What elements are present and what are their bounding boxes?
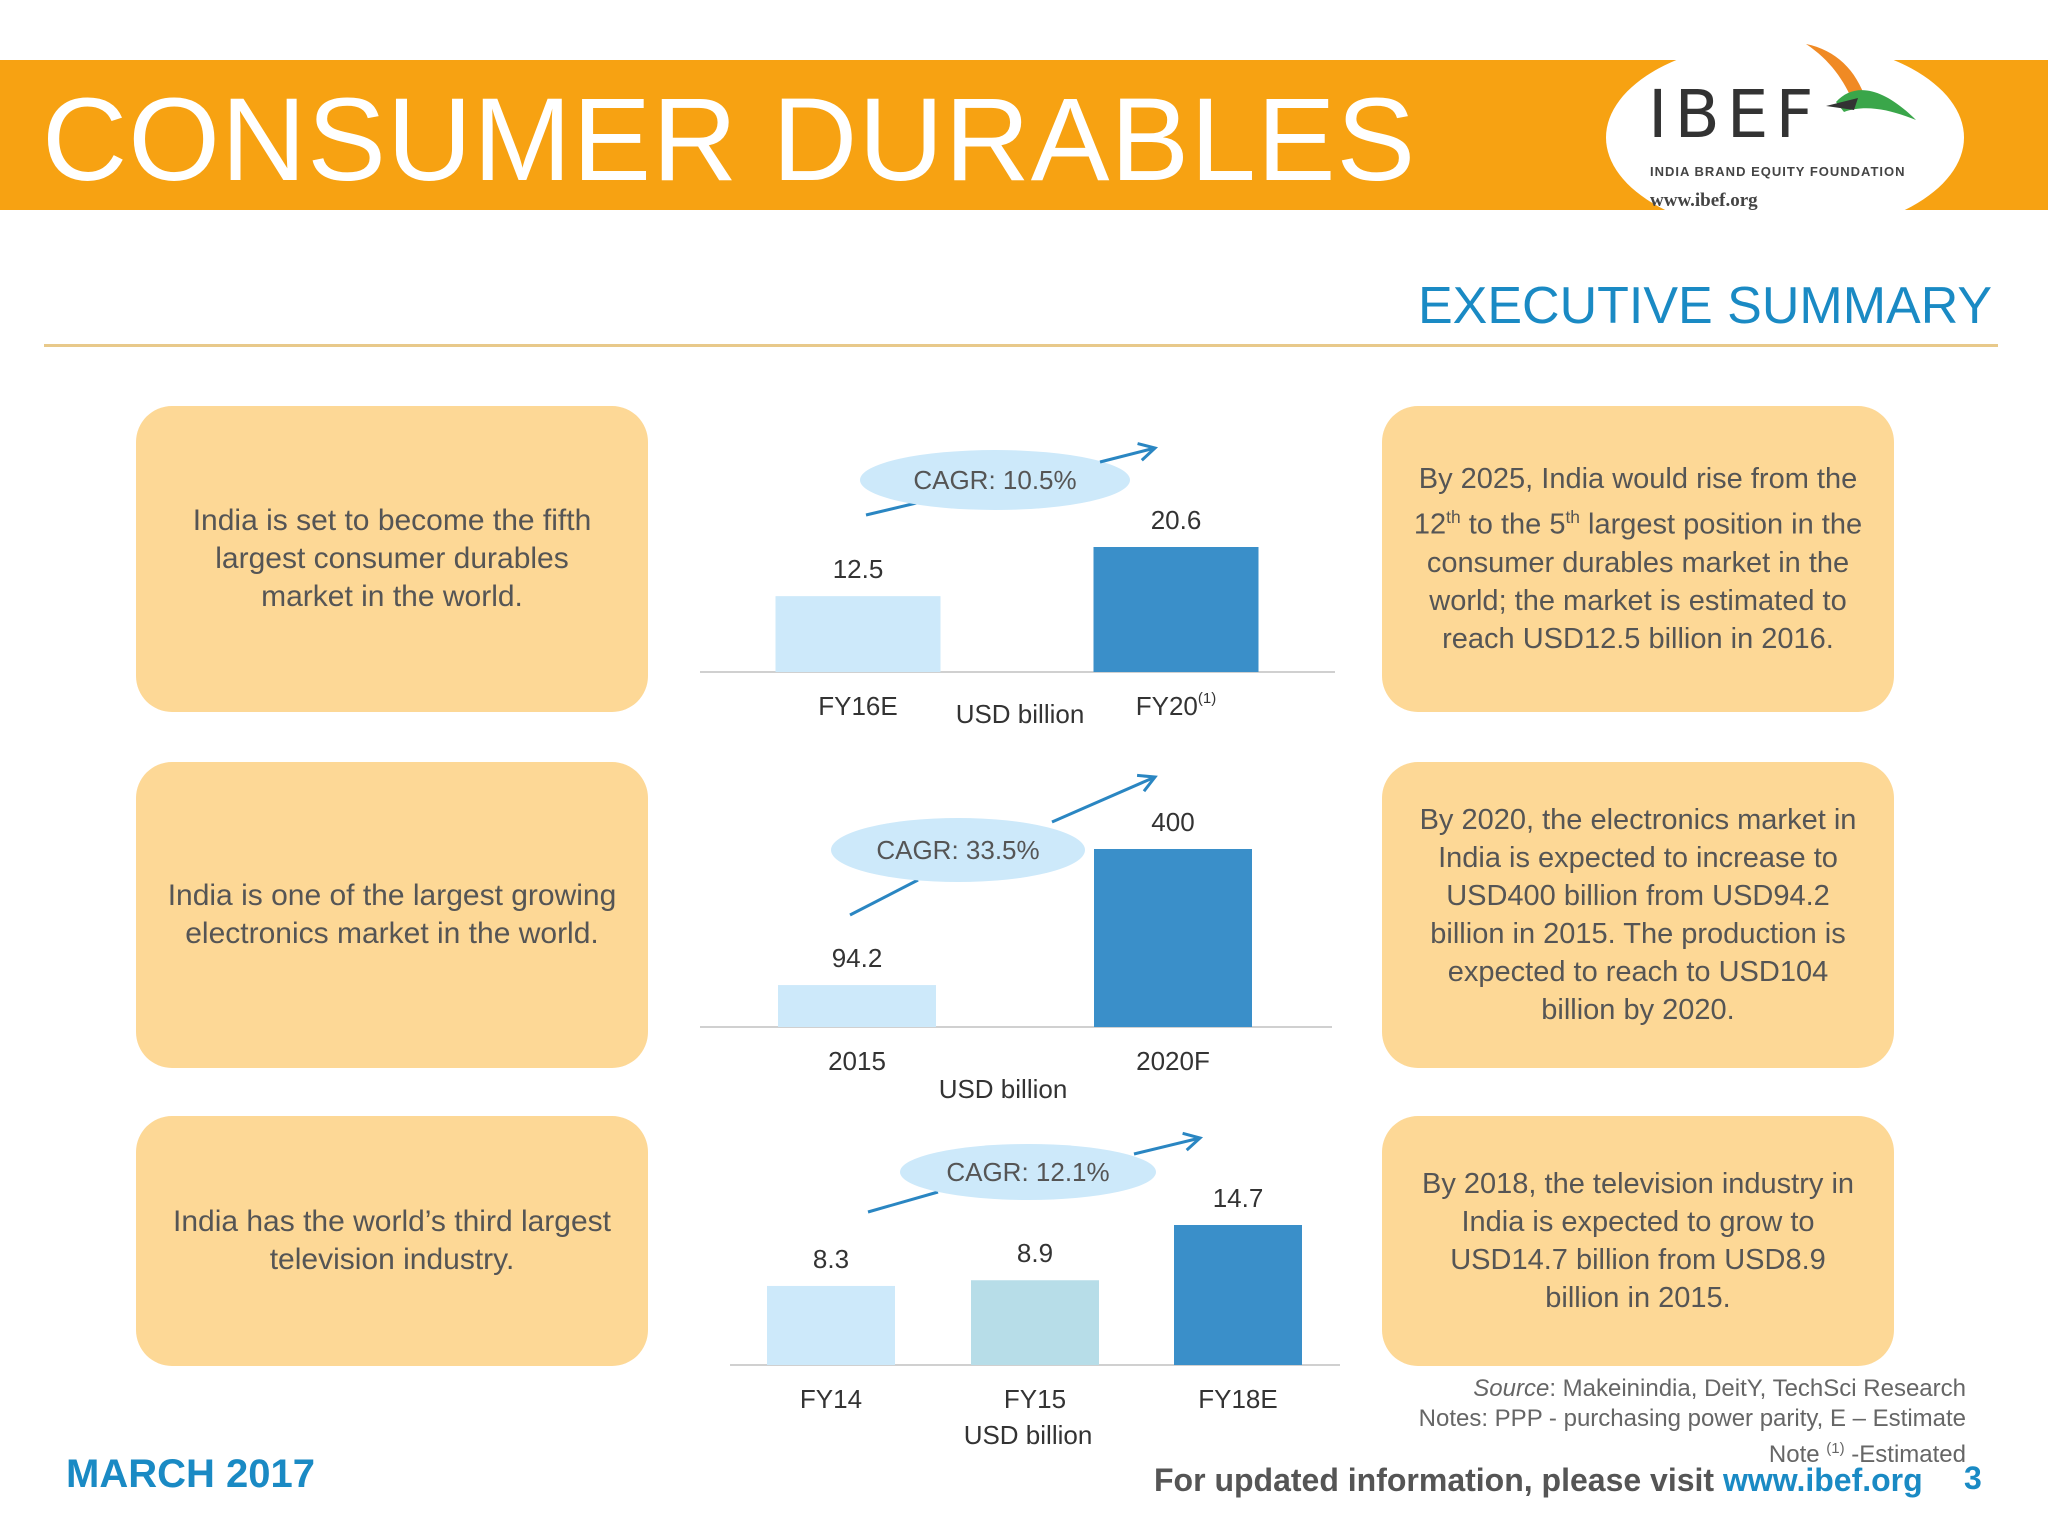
divider <box>44 344 1998 347</box>
data-label: 400 <box>1151 807 1194 837</box>
fact-box-left-2: India is one of the largest growing elec… <box>136 762 648 1068</box>
bird-icon <box>1806 44 1916 120</box>
x-axis-label: USD billion <box>939 1074 1068 1104</box>
tick-label: 2015 <box>828 1046 886 1076</box>
data-label: 8.3 <box>813 1244 849 1274</box>
cagr-arrow-tail <box>867 1190 939 1214</box>
cagr-label: CAGR: 12.1% <box>946 1157 1109 1187</box>
section-title: EXECUTIVE SUMMARY <box>1417 277 1992 335</box>
cagr-arrow <box>1099 446 1156 464</box>
logo-subtitle: INDIA BRAND EQUITY FOUNDATION <box>1650 164 1906 179</box>
bar-chart: 12.5 FY16E 20.6 FY20(1) CAGR: 10.5% USD billi… <box>700 442 1335 729</box>
fact-text: By 2018, the television industry in Indi… <box>1421 1168 1855 1314</box>
cagr-arrow-tail <box>849 878 919 917</box>
ibef-logo[interactable]: IBEF INDIA BRAND EQUITY FOUNDATION www.i… <box>1606 40 1964 235</box>
fact-text: By 2025, India would rise from the 12th … <box>1413 463 1863 655</box>
tick-label: FY14 <box>800 1384 862 1414</box>
cagr-bubble <box>860 450 1130 510</box>
data-label: 94.2 <box>832 943 883 973</box>
cagr-bubble <box>900 1144 1156 1200</box>
bar-FY14 <box>767 1285 895 1365</box>
cagr-bubble <box>831 818 1085 882</box>
tick-label-sup: (1) <box>1198 690 1216 707</box>
data-label: 20.6 <box>1151 505 1202 535</box>
fact-box-left-3: India has the world’s third largest tele… <box>136 1116 648 1366</box>
chart-electronics: 94.2 2015 400 2020F CAGR: 33.5% USD billion <box>690 765 1350 1105</box>
bar-FY16E <box>775 596 941 672</box>
logo-url[interactable]: www.ibef.org <box>1650 190 1758 211</box>
fact-box-right-1: By 2025, India would rise from the 12th … <box>1382 406 1894 712</box>
visit-link[interactable]: www.ibef.org <box>1722 1462 1923 1498</box>
visit-text: For updated information, please visit <box>1154 1462 1723 1498</box>
source-line: Source: Makeinindia, DeitY, TechSci Rese… <box>1419 1374 1966 1404</box>
fact-box-left-1: India is set to become the fifth largest… <box>136 406 648 712</box>
chart-television: 8.3 FY14 8.9 FY15 14.7 FY18E CAGR: 12.1% USD bi… <box>690 1120 1370 1460</box>
fact-box-right-2: By 2020, the electronics market in India… <box>1382 762 1894 1068</box>
cagr-arrow <box>1133 1136 1201 1156</box>
page-title: CONSUMER DURABLES <box>42 74 1417 206</box>
source-text: : Makeinindia, DeitY, TechSci Research <box>1549 1375 1966 1402</box>
bar-chart: 94.2 2015 400 2020F CAGR: 33.5% USD billion <box>700 773 1332 1104</box>
bar-FY18E <box>1174 1225 1302 1365</box>
source-label: Source <box>1473 1375 1550 1402</box>
x-axis-label: USD billion <box>956 699 1085 729</box>
fact-text: By 2020, the electronics market in India… <box>1419 804 1857 1026</box>
bar-FY20(1) <box>1093 547 1259 672</box>
bar-chart: 8.3 FY14 8.9 FY15 14.7 FY18E CAGR: 12.1% USD bi… <box>730 1131 1340 1450</box>
notes-line: Notes: PPP - purchasing power parity, E … <box>1418 1405 1966 1432</box>
cagr-label: CAGR: 10.5% <box>913 465 1076 495</box>
cagr-arrow-head <box>1137 442 1159 462</box>
note-line: Note (1) -Estimated <box>1768 1440 1966 1468</box>
tick-label: FY15 <box>1004 1384 1066 1414</box>
fact-box-right-3: By 2018, the television industry in Indi… <box>1382 1116 1894 1366</box>
data-label: 12.5 <box>833 554 884 584</box>
chart-consumer-durables: 12.5 FY16E 20.6 FY20(1) CAGR: 10.5% USD billi… <box>690 430 1350 740</box>
bar-FY15 <box>971 1280 1099 1365</box>
tick-label: FY16E <box>818 691 898 721</box>
data-label: 14.7 <box>1213 1183 1264 1213</box>
bar-2015 <box>778 985 936 1027</box>
source-notes: Source: Makeinindia, DeitY, TechSci Rese… <box>1419 1374 1966 1470</box>
visit-line: For updated information, please visit ww… <box>1154 1462 1923 1499</box>
tick-label: FY20(1) <box>1136 690 1217 721</box>
data-label: 8.9 <box>1017 1238 1053 1268</box>
cagr-arrow-head <box>1136 773 1158 793</box>
fact-text: India is set to become the fifth largest… <box>192 504 592 613</box>
footer-date: MARCH 2017 <box>66 1452 315 1496</box>
x-axis-label: USD billion <box>964 1420 1093 1450</box>
cagr-label: CAGR: 33.5% <box>876 835 1039 865</box>
logo-text: IBEF <box>1648 76 1821 153</box>
cagr-arrow-head <box>1182 1131 1204 1152</box>
fact-text: India is one of the largest growing elec… <box>167 879 617 950</box>
page-number: 3 <box>1964 1460 1982 1496</box>
cagr-arrow <box>1051 775 1156 824</box>
tick-label: 2020F <box>1136 1046 1210 1076</box>
bar-2020F <box>1094 849 1252 1027</box>
fact-text: India has the world’s third largest tele… <box>172 1205 612 1276</box>
tick-label: FY18E <box>1198 1384 1278 1414</box>
